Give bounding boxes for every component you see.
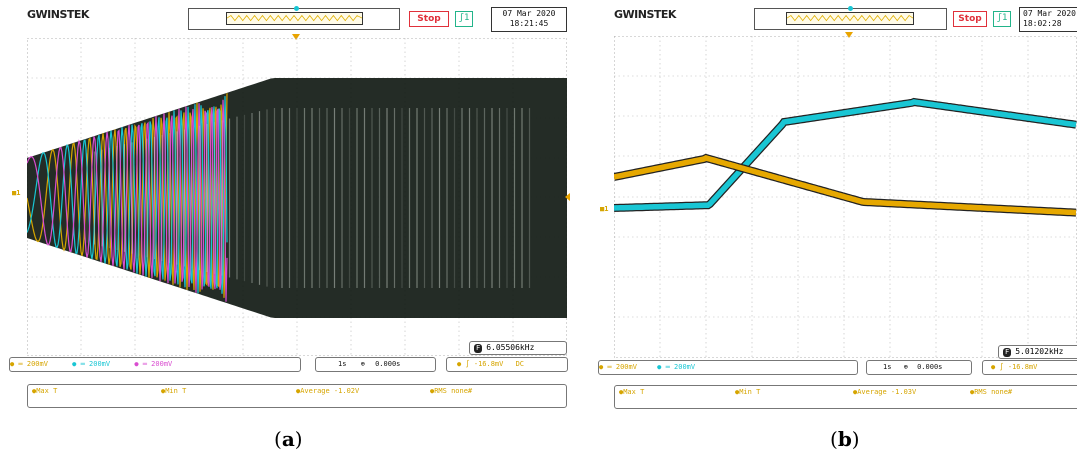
measurement-max: ●Max T xyxy=(32,387,58,395)
timebase-bar[interactable]: 1s ⊕ 0.000s xyxy=(866,360,972,375)
measurement-bar[interactable]: ●Max T ●Min T ●Average -1.02V ●RMS none# xyxy=(27,384,567,408)
trigger-source-icon: ● ∫ xyxy=(457,360,474,368)
frequency-counter: F 5.01202kHz xyxy=(998,345,1077,359)
waveform-grid-a xyxy=(27,38,567,356)
delay-value: 0.000s xyxy=(375,360,401,368)
time-label: 18:02:28 xyxy=(1023,19,1062,28)
ch2-icon: ● ═ xyxy=(657,363,675,371)
measurement-min: ●Min T xyxy=(735,388,761,396)
measure-icon: ● xyxy=(619,388,624,396)
memory-position-dot xyxy=(294,6,299,11)
horizontal-position-icon: ⊕ xyxy=(903,363,908,371)
ch1-icon: ● ═ xyxy=(599,363,616,371)
measure-icon: ● xyxy=(853,388,858,396)
measurement-min: ●Min T xyxy=(161,387,187,395)
ch1-ground-marker: ■1 xyxy=(12,189,21,197)
ch1-scale: 200mV xyxy=(26,360,48,368)
trigger-mode-icon[interactable]: ʃ1 xyxy=(455,11,473,27)
delay-value: 0.000s xyxy=(917,363,943,371)
memory-position-dot xyxy=(848,6,853,11)
horizontal-position-icon: ⊕ xyxy=(360,360,365,368)
measure-icon: ● xyxy=(32,387,37,395)
measure-icon: ● xyxy=(735,388,740,396)
trigger-bar[interactable]: ● ∫ -16.8mV xyxy=(982,360,1077,375)
trigger-position-marker xyxy=(845,32,853,38)
frequency-counter: F 6.05506kHz xyxy=(469,341,567,355)
sweep-waveform xyxy=(27,78,567,318)
ch2-scale: 200mV xyxy=(89,360,111,368)
trigger-position-marker xyxy=(292,34,300,40)
timebase-value: 1s xyxy=(338,360,347,368)
run-stop-button[interactable]: Stop xyxy=(953,11,987,27)
brand-logo: GWINSTEK xyxy=(614,8,676,21)
datetime-display: 07 Mar 2020 18:21:45 xyxy=(491,7,567,32)
caption-b: (b) xyxy=(830,427,860,451)
oscilloscope-screen-a: GWINSTEK Stop ʃ1 07 Mar 2020 18:21:45 ■1… xyxy=(0,0,578,420)
memory-wave-icon xyxy=(227,14,362,22)
waveform-grid-b xyxy=(614,36,1077,358)
caption-a: (a) xyxy=(274,427,303,451)
frequency-icon: F xyxy=(1003,348,1012,357)
panel-a: GWINSTEK Stop ʃ1 07 Mar 2020 18:21:45 ■1… xyxy=(0,0,578,451)
time-label: 18:21:45 xyxy=(509,19,549,28)
measurement-max: ●Max T xyxy=(619,388,645,396)
measure-icon: ● xyxy=(430,387,435,395)
frequency-icon: F xyxy=(474,344,483,353)
measure-icon: ● xyxy=(296,387,301,395)
timebase-value: 1s xyxy=(883,363,892,371)
run-stop-button[interactable]: Stop xyxy=(409,11,449,27)
ch2-icon: ● ═ xyxy=(72,360,90,368)
ch2-scale: 200mV xyxy=(674,363,696,371)
ch1-ground-marker: ■1 xyxy=(600,205,609,213)
memory-bar[interactable] xyxy=(754,6,947,30)
trigger-bar[interactable]: ● ∫ -16.8mV DC xyxy=(446,357,568,372)
measure-icon: ● xyxy=(970,388,975,396)
ch3-icon: ● ═ xyxy=(134,360,152,368)
date-label: 07 Mar 2020 xyxy=(1023,9,1076,18)
brand-logo: GWINSTEK xyxy=(27,8,89,21)
ch1-icon: ● ═ xyxy=(10,360,27,368)
memory-window[interactable] xyxy=(786,12,914,25)
trigger-mode-icon[interactable]: ʃ1 xyxy=(993,11,1011,27)
panel-b: GWINSTEK Stop ʃ1 07 Mar 2020 18:02:28 ■1… xyxy=(586,0,1077,457)
measurement-rms: ●RMS none# xyxy=(430,387,473,395)
date-label: 07 Mar 2020 xyxy=(502,9,556,18)
ch1-scale: 200mV xyxy=(615,363,637,371)
frequency-value: 6.05506kHz xyxy=(486,343,535,352)
oscilloscope-screen-b: GWINSTEK Stop ʃ1 07 Mar 2020 18:02:28 ■1… xyxy=(586,0,1077,420)
ch3-scale: 200mV xyxy=(151,360,173,368)
memory-bar[interactable] xyxy=(188,6,400,30)
memory-wave-icon xyxy=(787,14,913,22)
measurement-average: ●Average -1.03V xyxy=(853,388,917,396)
frequency-value: 5.01202kHz xyxy=(1015,347,1064,356)
trigger-level: -16.8mV xyxy=(1007,363,1038,371)
measure-icon: ● xyxy=(161,387,166,395)
measurement-average: ●Average -1.02V xyxy=(296,387,360,395)
measurement-bar[interactable]: ●Max T ●Min T ●Average -1.03V ●RMS none# xyxy=(614,385,1077,409)
channel-scale-bar[interactable]: ● ═ 200mV ● ═ 200mV xyxy=(598,360,858,375)
trigger-source-icon: ● ∫ xyxy=(991,363,1008,371)
measurement-rms: ●RMS none# xyxy=(970,388,1013,396)
trigger-level-marker xyxy=(565,193,570,201)
memory-window[interactable] xyxy=(226,12,363,25)
datetime-display: 07 Mar 2020 18:02:28 xyxy=(1019,7,1077,32)
trigger-level: -16.8mV xyxy=(473,360,504,368)
channel-scale-bar[interactable]: ● ═ 200mV ● ═ 200mV ● ═ 200mV xyxy=(9,357,301,372)
timebase-bar[interactable]: 1s ⊕ 0.000s xyxy=(315,357,436,372)
traces-b xyxy=(614,97,1077,217)
trigger-coupling: DC xyxy=(515,360,525,368)
